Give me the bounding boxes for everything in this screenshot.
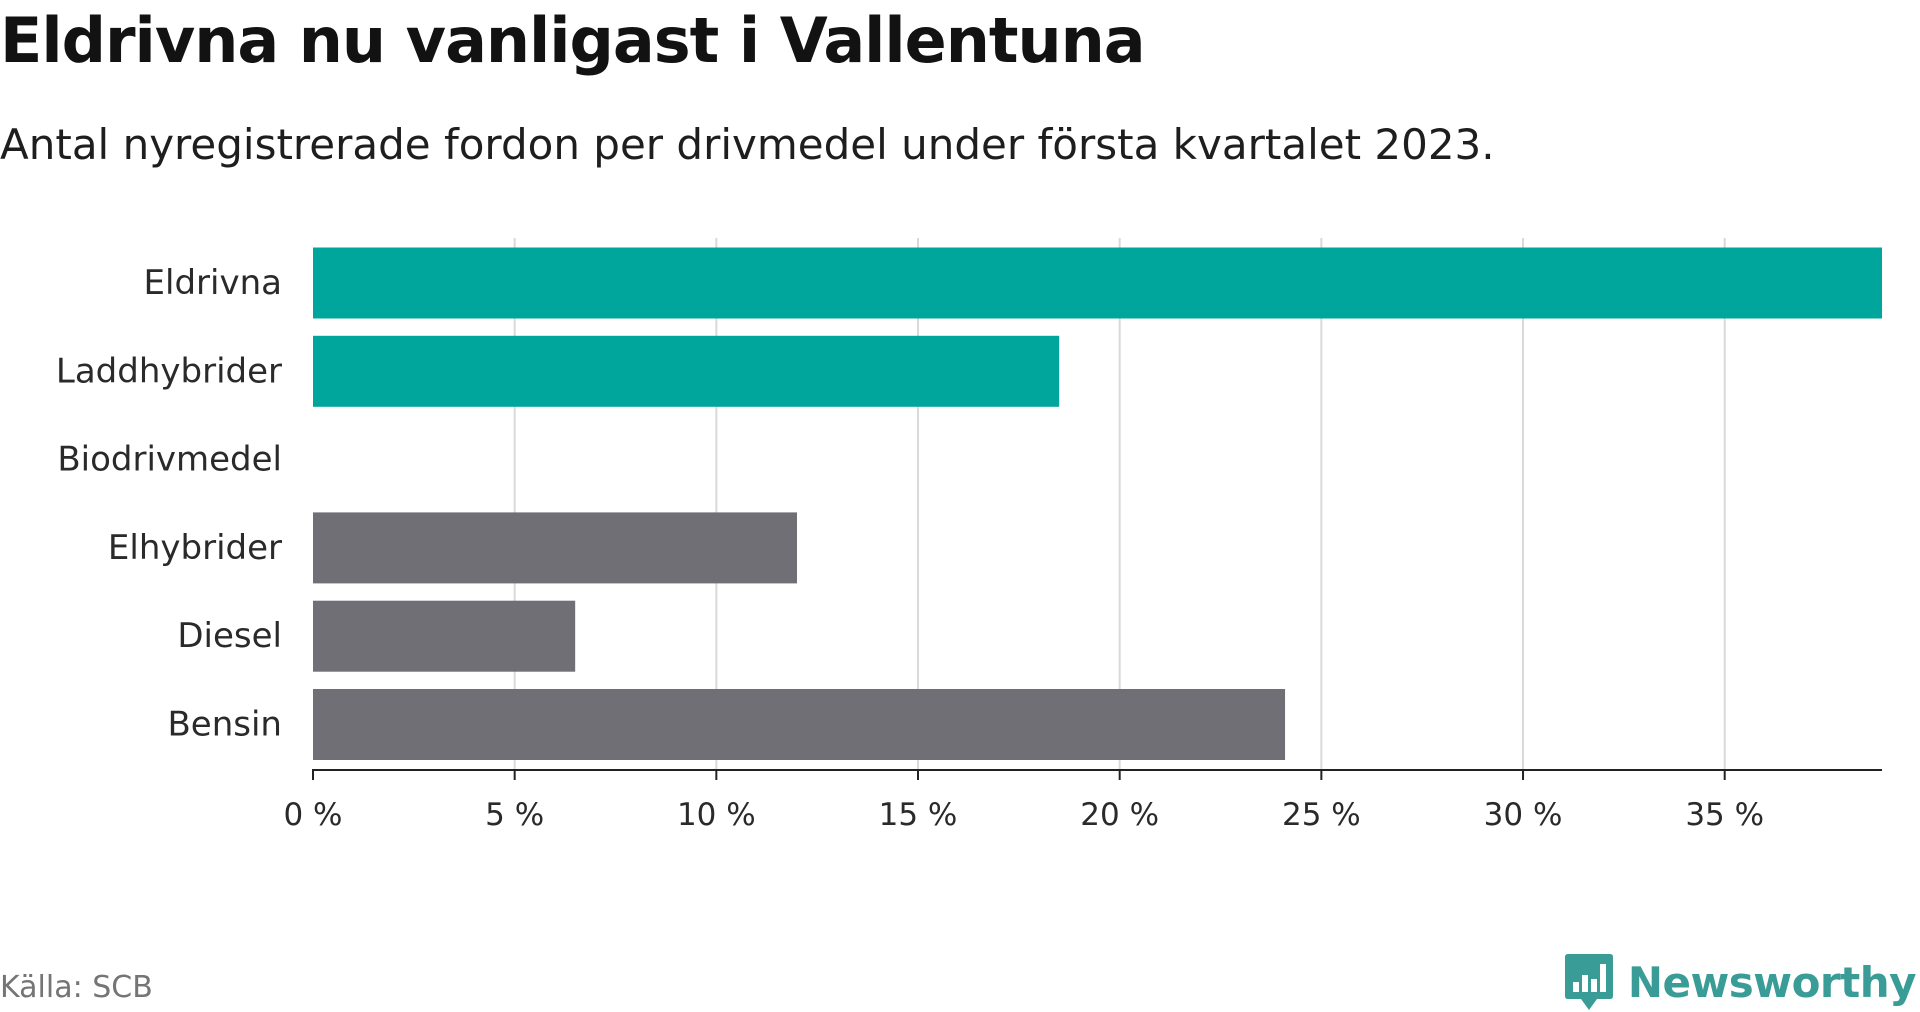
x-tick-label: 25 % xyxy=(1282,797,1361,833)
chart-subtitle: Antal nyregistrerade fordon per drivmede… xyxy=(0,120,1495,169)
category-label: Eldrivna xyxy=(144,263,282,303)
x-tick-label: 10 % xyxy=(677,797,756,833)
x-axis: 0 % 5 % 10 % 15 % 20 % 25 % 30 % 35 % xyxy=(283,769,1882,833)
brand-logo: Newsworthy xyxy=(1564,952,1917,1012)
x-tick-label: 5 % xyxy=(485,797,544,833)
chart-title: Eldrivna nu vanligast i Vallentuna xyxy=(0,4,1146,77)
brand-name: Newsworthy xyxy=(1627,957,1917,1007)
category-label: Bensin xyxy=(167,705,282,745)
bar-chart: Eldrivna Laddhybrider Biodrivmedel Elhybrid… xyxy=(56,238,1882,833)
x-tick-label: 30 % xyxy=(1484,797,1563,833)
category-label: Elhybrider xyxy=(108,528,282,568)
category-label: Laddhybrider xyxy=(56,351,282,391)
bar-laddhybrider xyxy=(313,335,1060,407)
category-labels: Eldrivna Laddhybrider Biodrivmedel Elhybrid… xyxy=(56,263,282,745)
bar-bensin xyxy=(313,689,1286,760)
bar-chart-speech-bubble-icon xyxy=(1564,954,1613,1010)
x-tick-label: 35 % xyxy=(1685,797,1764,833)
category-label: Diesel xyxy=(177,616,282,656)
bar-diesel xyxy=(313,600,576,672)
x-tick-label: 20 % xyxy=(1080,797,1159,833)
category-label: Biodrivmedel xyxy=(57,440,282,480)
bar-eldrivna xyxy=(313,247,1882,319)
x-tick-label: 15 % xyxy=(879,797,958,833)
bars xyxy=(313,247,1882,760)
grid-lines xyxy=(513,238,1726,770)
source-note: Källa: SCB xyxy=(0,970,153,1005)
bar-elhybrider xyxy=(313,512,798,584)
x-tick-label: 0 % xyxy=(283,797,342,833)
